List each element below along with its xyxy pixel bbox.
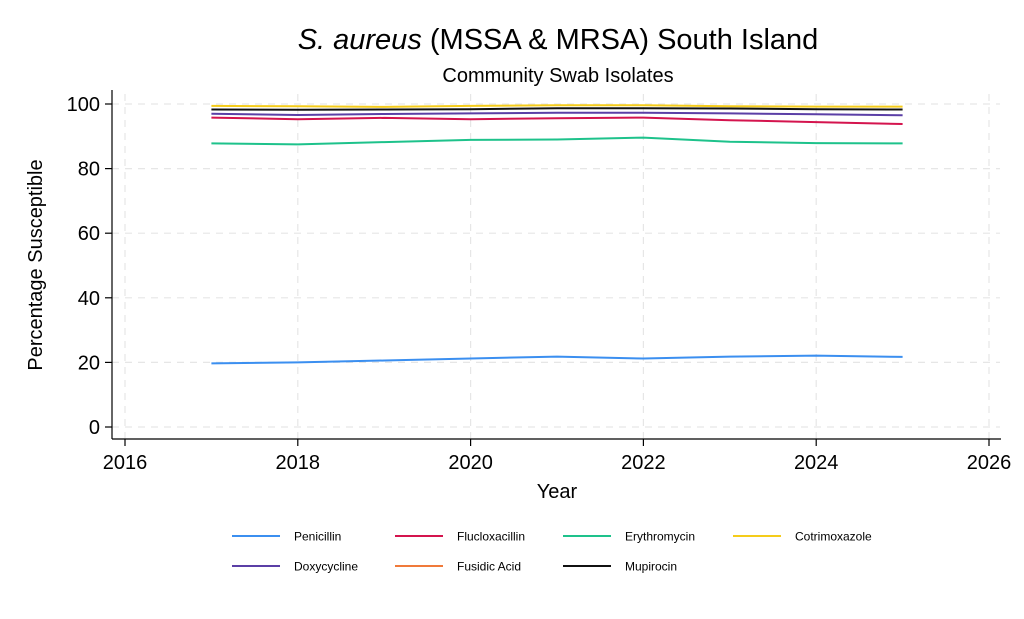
legend-item-erythromycin: Erythromycin xyxy=(563,530,695,544)
grid xyxy=(112,94,1000,439)
x-tick-label: 2020 xyxy=(448,452,493,474)
x-tick-label: 2026 xyxy=(967,452,1012,474)
series-line-mupirocin xyxy=(211,107,903,111)
y-tick-label: 100 xyxy=(67,94,100,116)
legend-label: Penicillin xyxy=(294,530,341,544)
series-line-penicillin xyxy=(211,354,903,365)
legend-label: Doxycycline xyxy=(294,560,358,574)
legend-label: Mupirocin xyxy=(625,560,677,574)
series-line-cotrimoxazole xyxy=(211,104,903,108)
legend-item-doxycycline: Doxycycline xyxy=(232,560,358,574)
legend-label: Fusidic Acid xyxy=(457,560,521,574)
axes: 0 20 40 60 80 100 2016 2018 2020 2022 2024 2026 xyxy=(67,90,1012,474)
chart-title: S. aureus (MSSA & MRSA) South Island xyxy=(298,24,819,56)
legend-item-cotrimoxazole: Cotrimoxazole xyxy=(733,530,872,544)
x-tick-label: 2016 xyxy=(103,452,148,474)
series-line-doxycycline xyxy=(211,111,903,117)
y-tick-label: 20 xyxy=(78,352,100,374)
chart-title-rest: (MSSA & MRSA) South Island xyxy=(422,24,818,56)
y-tick-label: 80 xyxy=(78,159,100,181)
legend: Penicillin Flucloxacillin Erythromycin Cotr… xyxy=(232,530,872,574)
series-line-flucloxacillin xyxy=(211,116,903,125)
legend-label: Erythromycin xyxy=(625,530,695,544)
x-tick-label: 2024 xyxy=(794,452,839,474)
x-axis-label: Year xyxy=(537,481,578,503)
legend-item-flucloxacillin: Flucloxacillin xyxy=(395,530,525,544)
y-tick-label: 40 xyxy=(78,288,100,310)
y-axis-label: Percentage Susceptible xyxy=(25,159,47,370)
x-tick-label: 2022 xyxy=(621,452,666,474)
chart-title-italic: S. aureus xyxy=(298,24,422,56)
legend-label: Flucloxacillin xyxy=(457,530,525,544)
legend-label: Cotrimoxazole xyxy=(795,530,872,544)
legend-item-mupirocin: Mupirocin xyxy=(563,560,677,574)
legend-item-penicillin: Penicillin xyxy=(232,530,341,544)
chart-subtitle: Community Swab Isolates xyxy=(442,65,673,87)
y-tick-label: 60 xyxy=(78,223,100,245)
legend-item-fusidic-acid: Fusidic Acid xyxy=(395,560,521,574)
series-lines xyxy=(211,104,903,365)
y-tick-label: 0 xyxy=(89,417,100,439)
series-line-erythromycin xyxy=(211,136,903,146)
x-tick-label: 2018 xyxy=(276,452,321,474)
